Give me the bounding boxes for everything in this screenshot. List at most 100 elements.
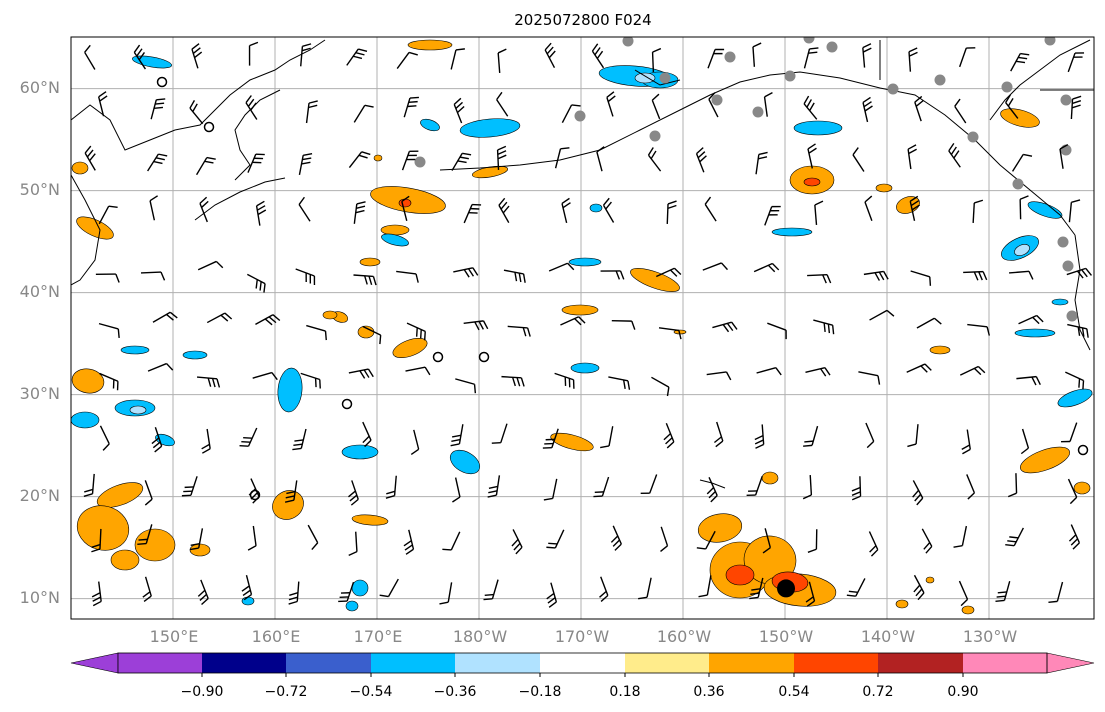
wind-barb: [1018, 314, 1044, 325]
barb-staff: [706, 575, 712, 596]
barb-feather: [1059, 143, 1069, 150]
wind-barb: [910, 270, 932, 286]
contour-region: [120, 345, 150, 355]
wind-barb: [696, 530, 716, 550]
wind-barb: [803, 95, 818, 120]
barb-feather: [257, 209, 267, 216]
station-dot: [1001, 81, 1013, 93]
barb-staff: [702, 262, 722, 271]
barb-feather: [472, 267, 479, 276]
wind-barb: [292, 428, 307, 451]
barb-staff: [396, 270, 417, 275]
wind-barb: [638, 577, 652, 600]
barb-feather: [361, 151, 371, 156]
barb-staff: [811, 425, 819, 446]
contour-region: [134, 528, 176, 562]
colorbar-tick-label: 0.90: [947, 684, 978, 700]
barb-feather: [355, 209, 365, 214]
wind-barb: [284, 480, 298, 503]
barb-feather: [749, 596, 759, 600]
barb-staff: [601, 476, 610, 497]
barb-staff: [606, 97, 614, 117]
barb-feather: [457, 105, 465, 114]
barb-feather: [518, 272, 522, 283]
coastline: [71, 39, 326, 151]
wind-barb: [1005, 94, 1019, 119]
contour-region: [189, 543, 211, 557]
barb-feather: [612, 539, 621, 547]
barb-feather: [726, 322, 734, 332]
barb-feather: [450, 443, 460, 447]
barb-feather: [452, 496, 461, 503]
barb-feather: [803, 444, 813, 447]
barb-staff: [651, 376, 670, 388]
wind-barb: [596, 146, 605, 172]
colorbar-segment: [963, 653, 1047, 673]
barb-feather: [153, 106, 164, 110]
barb-staff: [1070, 99, 1074, 120]
wind-barb: [255, 314, 281, 326]
wind-barb: [754, 424, 765, 449]
barb-staff: [298, 204, 311, 222]
barb-staff: [705, 530, 716, 550]
barb-feather: [619, 270, 625, 280]
barb-feather: [908, 148, 917, 155]
barb-feather: [986, 326, 991, 336]
wind-barb: [439, 582, 453, 605]
barb-feather: [697, 151, 706, 159]
barb-staff: [252, 525, 257, 546]
wind-barb: [246, 273, 266, 293]
barb-feather: [256, 200, 265, 207]
contour-region: [589, 203, 603, 213]
barb-staff: [1067, 323, 1087, 330]
barb-feather: [349, 494, 358, 502]
barb-feather: [91, 543, 101, 548]
lon-label: 170°E: [354, 627, 403, 646]
barb-staff: [149, 200, 156, 221]
station-dot: [1012, 178, 1024, 190]
barb-feather: [424, 366, 431, 376]
barb-staff: [954, 105, 967, 124]
barb-feather: [915, 588, 923, 597]
wind-barb: [546, 582, 558, 608]
barb-staff: [708, 98, 719, 118]
wind-barb: [846, 578, 866, 597]
barb-feather: [497, 150, 507, 156]
wind-barb: [767, 322, 787, 340]
barb-feather: [156, 98, 166, 101]
wind-barb: [1020, 428, 1030, 455]
barb-feather: [301, 47, 311, 52]
barb-feather: [136, 48, 143, 57]
contour-region: [71, 368, 105, 394]
barb-staff: [908, 51, 912, 72]
barb-feather: [667, 204, 677, 210]
wind-barb: [189, 100, 204, 125]
wind-barb: [913, 574, 925, 601]
barb-staff: [647, 154, 662, 172]
wind-barb: [140, 271, 166, 281]
barb-feather: [324, 331, 327, 341]
wind-barb: [245, 95, 258, 120]
barb-feather: [807, 143, 816, 150]
barb-feather: [731, 321, 738, 330]
wind-barb: [196, 376, 221, 388]
barb-feather: [614, 543, 622, 551]
barb-feather: [463, 269, 470, 278]
barb-feather: [866, 440, 875, 449]
barb-staff: [858, 371, 879, 377]
barb-feather: [149, 195, 158, 202]
wind-barb: [1065, 371, 1085, 390]
barb-feather: [379, 335, 382, 345]
colorbar-segment: [455, 653, 540, 673]
colorbar-segment: [794, 653, 878, 673]
wind-barb: [300, 43, 312, 67]
barb-feather: [522, 273, 526, 283]
storm-center-marker: [777, 579, 796, 598]
colorbar: −0.90 −0.72 −0.54 −0.36 −0.18 0.18 0.36 …: [70, 652, 1095, 700]
barb-feather: [483, 598, 493, 601]
colorbar-tick-label: 0.54: [778, 684, 809, 700]
barb-staff: [496, 99, 509, 117]
barb-feather: [353, 55, 363, 60]
lon-label: 130°W: [963, 627, 1018, 646]
barb-staff: [1005, 102, 1019, 119]
